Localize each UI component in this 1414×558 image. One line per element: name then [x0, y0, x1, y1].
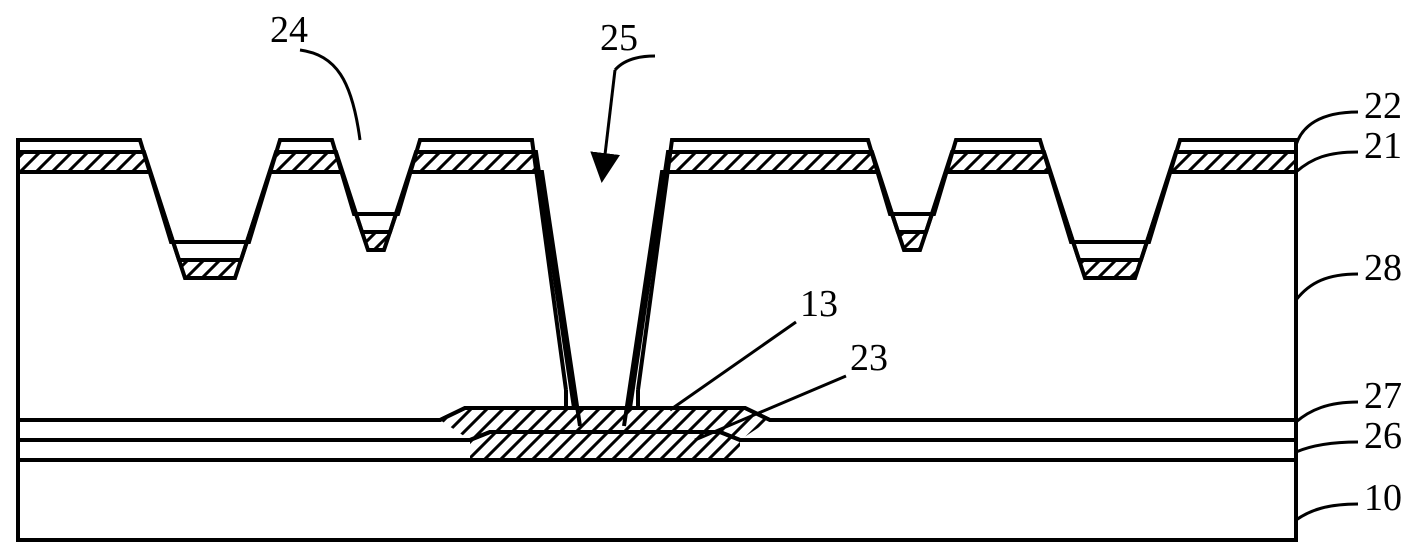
leader-13 — [670, 322, 796, 410]
label-27: 27 — [1364, 375, 1402, 417]
label-26: 26 — [1364, 415, 1402, 457]
leader-24 — [300, 50, 360, 140]
label-10: 10 — [1364, 477, 1402, 519]
region-23-hatch — [470, 432, 740, 460]
cross-section-svg: 24 25 2221 28 2726 10 13 23 — [0, 0, 1414, 558]
leader-10 — [1296, 504, 1358, 520]
leader-28 — [1296, 274, 1358, 300]
label-23: 23 — [850, 337, 888, 379]
label-21: 21 — [1364, 125, 1402, 167]
label-25: 25 — [600, 17, 638, 59]
leader-26 — [1296, 442, 1358, 452]
leader-22 — [1296, 112, 1358, 145]
label-13: 13 — [800, 283, 838, 325]
label-28: 28 — [1364, 247, 1402, 289]
leader-27 — [1296, 402, 1358, 422]
label-24: 24 — [270, 9, 308, 51]
label-22: 22 — [1364, 85, 1402, 127]
leader-21 — [1296, 152, 1358, 172]
